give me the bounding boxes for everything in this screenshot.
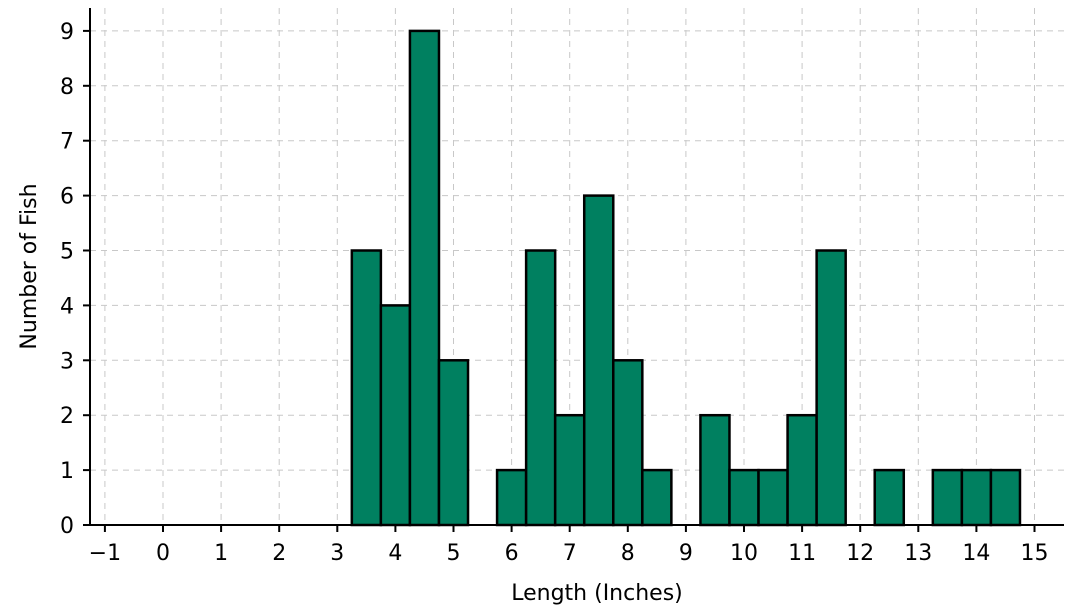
y-tick-label: 0 bbox=[60, 514, 74, 539]
histogram-bar bbox=[524, 249, 557, 527]
grid-lines bbox=[90, 8, 1064, 526]
axes bbox=[89, 8, 1064, 526]
x-axis-ticks: −1 0 1 2 3 4 5 6 7 8 9 10 11 12 13 14 15 bbox=[89, 525, 1049, 566]
histogram-bar bbox=[699, 413, 731, 527]
x-tick-label: 3 bbox=[330, 541, 344, 566]
bars bbox=[350, 29, 1022, 527]
histogram-bar bbox=[786, 413, 818, 527]
y-tick-label: 4 bbox=[60, 294, 74, 319]
histogram-bar bbox=[931, 468, 964, 527]
x-tick-label: 10 bbox=[730, 541, 758, 566]
histogram-bar bbox=[757, 468, 789, 527]
x-tick-label: 15 bbox=[1021, 541, 1049, 566]
histogram-bar bbox=[641, 468, 673, 527]
x-tick-label: −1 bbox=[89, 541, 121, 566]
y-axis-ticks: 0 1 2 3 4 5 6 7 8 9 bbox=[60, 20, 90, 539]
histogram-bar bbox=[612, 359, 644, 527]
histogram-bar bbox=[350, 249, 383, 527]
histogram-bar bbox=[815, 249, 847, 527]
histogram-bar bbox=[582, 194, 615, 527]
y-tick-label: 7 bbox=[60, 130, 74, 155]
histogram-bar bbox=[553, 413, 586, 527]
x-axis-title: Length (Inches) bbox=[511, 581, 683, 606]
x-tick-label: 5 bbox=[447, 541, 461, 566]
y-tick-label: 9 bbox=[60, 20, 74, 45]
histogram-bar bbox=[495, 468, 528, 527]
x-tick-label: 9 bbox=[679, 541, 693, 566]
histogram-bar bbox=[437, 359, 470, 527]
histogram-bar bbox=[728, 468, 760, 527]
x-tick-label: 2 bbox=[272, 541, 286, 566]
x-tick-label: 0 bbox=[156, 541, 170, 566]
x-tick-label: 14 bbox=[962, 541, 990, 566]
histogram-bar bbox=[989, 468, 1022, 527]
histogram-bar bbox=[408, 29, 441, 527]
x-tick-label: 7 bbox=[563, 541, 577, 566]
histogram-bar bbox=[873, 468, 906, 527]
y-tick-label: 3 bbox=[60, 349, 74, 374]
y-tick-label: 5 bbox=[60, 240, 74, 265]
x-tick-label: 11 bbox=[788, 541, 816, 566]
x-tick-label: 13 bbox=[904, 541, 932, 566]
x-tick-label: 6 bbox=[505, 541, 519, 566]
x-tick-label: 8 bbox=[621, 541, 635, 566]
x-tick-label: 12 bbox=[846, 541, 874, 566]
y-tick-label: 8 bbox=[60, 75, 74, 100]
histogram-bar bbox=[960, 468, 993, 527]
x-tick-label: 4 bbox=[388, 541, 402, 566]
y-axis-title: Number of Fish bbox=[17, 183, 42, 349]
y-tick-label: 6 bbox=[60, 185, 74, 210]
y-tick-label: 1 bbox=[60, 459, 74, 484]
x-tick-label: 1 bbox=[214, 541, 228, 566]
y-tick-label: 2 bbox=[60, 404, 74, 429]
histogram-bar bbox=[379, 304, 412, 527]
